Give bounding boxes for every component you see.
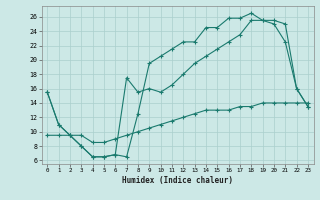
X-axis label: Humidex (Indice chaleur): Humidex (Indice chaleur) <box>122 176 233 185</box>
